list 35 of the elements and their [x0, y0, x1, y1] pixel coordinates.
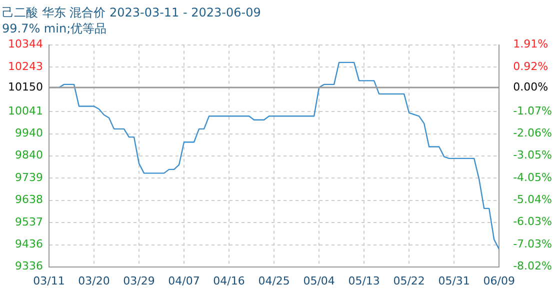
y-tick-label: 9940 [14, 126, 43, 140]
x-tick-label: 04/16 [213, 274, 245, 288]
x-tick-label: 05/22 [393, 274, 425, 288]
y-tick-label: 9739 [14, 170, 43, 184]
y2-tick-label: -8.02% [513, 260, 552, 273]
y-tick-label: 9537 [14, 215, 43, 228]
x-tick-label: 04/07 [168, 274, 200, 288]
y2-tick-label: -6.03% [513, 215, 552, 228]
y2-tick-label: -5.04% [513, 193, 552, 206]
y-tick-label: 10150 [8, 80, 43, 94]
y-tick-label: 9436 [14, 238, 43, 251]
x-tick-label: 04/25 [258, 274, 290, 288]
y2-tick-label: 1.91% [513, 38, 548, 51]
x-tick-label: 05/31 [438, 274, 470, 288]
y-tick-label: 9638 [14, 193, 43, 206]
y-tick-label: 10041 [8, 104, 43, 118]
x-tick-label: 06/09 [483, 274, 515, 288]
y2-tick-label: -2.06% [513, 126, 552, 140]
y2-tick-label: -7.03% [513, 238, 552, 251]
x-tick-label: 03/11 [33, 274, 65, 288]
y-tick-label: 10243 [8, 60, 43, 73]
y-tick-label: 9840 [14, 148, 43, 162]
y2-tick-label: -1.07% [513, 104, 552, 118]
y2-tick-label: -3.05% [513, 148, 552, 162]
x-tick-label: 05/13 [348, 274, 380, 288]
chart-subtitle: 99.7% min;优等品 [2, 22, 107, 36]
x-tick-label: 03/20 [78, 274, 110, 288]
y2-tick-label: 0.00% [513, 80, 548, 94]
y-tick-label: 9336 [14, 260, 43, 273]
chart-title: 己二酸 华东 混合价 2023-03-11 - 2023-06-09 [2, 5, 261, 20]
x-tick-label: 05/04 [303, 274, 335, 288]
y2-tick-label: -4.05% [513, 170, 552, 184]
y2-tick-label: 0.92% [513, 60, 548, 73]
y-tick-label: 10344 [8, 38, 43, 51]
x-tick-label: 03/29 [123, 274, 155, 288]
